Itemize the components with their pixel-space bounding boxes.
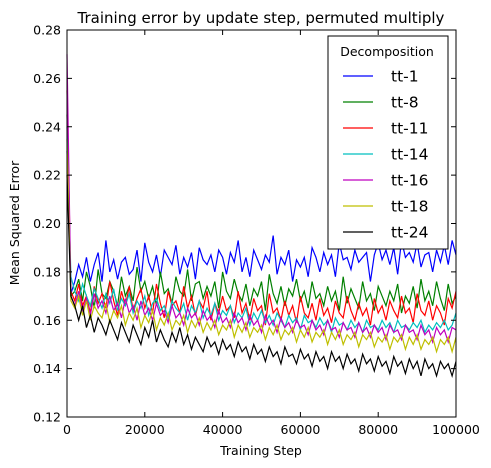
series-layer <box>66 54 457 379</box>
legend-label-tt-24: tt-24 <box>391 224 428 242</box>
y-tick-label: 0.18 <box>33 264 61 279</box>
legend-label-tt-14: tt-14 <box>391 146 428 164</box>
legend: Decomposition tt-1tt-8tt-11tt-14tt-16tt-… <box>327 35 449 250</box>
legend-label-tt-11: tt-11 <box>391 120 428 138</box>
series-line-tt-8 <box>66 114 457 314</box>
x-tick-label: 80000 <box>358 422 398 437</box>
series-line-tt-14 <box>66 126 457 335</box>
x-ticks: 0 20000 40000 60000 80000 100000 <box>63 30 480 437</box>
legend-box <box>327 35 449 250</box>
y-tick-label: 0.28 <box>33 23 61 38</box>
legend-items: tt-1 tt-8 tt-11 tt-14 tt-16 tt-18 tt-24 <box>343 68 428 242</box>
y-ticks: 0.12 0.14 0.16 0.18 0.20 0.22 0.24 0.26 0.28 <box>33 23 456 425</box>
y-tick-label: 0.12 <box>33 410 61 425</box>
legend-label-tt-8: tt-8 <box>391 94 419 112</box>
x-axis-label: Training Step <box>219 443 302 458</box>
legend-label-tt-16: tt-16 <box>391 172 428 190</box>
series-line-tt-16 <box>66 54 457 345</box>
x-tick-label: 60000 <box>281 422 321 437</box>
y-tick-label: 0.20 <box>33 216 61 231</box>
x-tick-label: 100000 <box>432 422 480 437</box>
x-tick-label: 0 <box>63 422 71 437</box>
series-line-tt-24 <box>66 175 457 379</box>
y-tick-label: 0.22 <box>33 168 61 183</box>
x-tick-label: 20000 <box>125 422 165 437</box>
y-tick-label: 0.14 <box>33 361 61 376</box>
chart-title: Training error by update step, permuted … <box>77 9 445 27</box>
series-line-tt-11 <box>66 90 457 326</box>
y-tick-label: 0.24 <box>33 119 61 134</box>
x-tick-label: 40000 <box>203 422 243 437</box>
series-line-tt-18 <box>66 138 457 355</box>
y-tick-label: 0.16 <box>33 313 61 328</box>
legend-label-tt-1: tt-1 <box>391 68 419 86</box>
y-axis-label: Mean Squared Error <box>7 160 22 285</box>
legend-label-tt-18: tt-18 <box>391 198 428 216</box>
y-tick-label: 0.26 <box>33 71 61 86</box>
legend-title: Decomposition <box>340 44 434 59</box>
series-line-tt-1 <box>66 150 457 294</box>
